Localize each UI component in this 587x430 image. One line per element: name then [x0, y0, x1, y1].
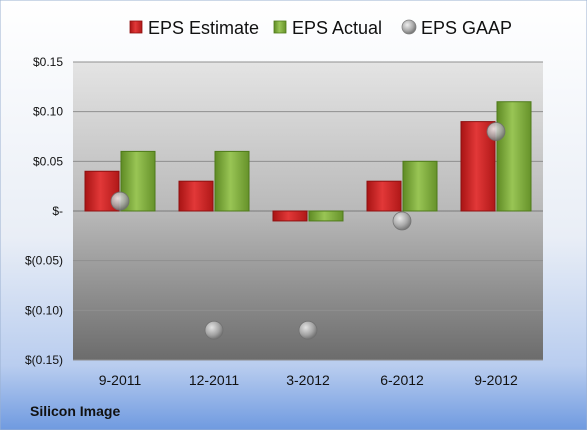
y-tick-label: $0.05: [33, 154, 63, 168]
y-tick-label: $0.10: [33, 105, 63, 119]
company-name: Silicon Image: [30, 403, 120, 419]
y-tick-label: $(0.15): [25, 353, 63, 367]
eps-actual-bar: [214, 150, 250, 212]
legend-eps-estimate-swatch: [129, 20, 143, 34]
legend-eps-gaap-label: EPS GAAP: [421, 18, 512, 38]
y-tick-label: $(0.10): [25, 303, 63, 317]
y-tick-label: $(0.05): [25, 254, 63, 268]
legend-eps-gaap-swatch: [401, 19, 417, 35]
legend-eps-actual-swatch: [273, 20, 287, 34]
eps-estimate-bar: [366, 180, 402, 212]
x-tick-label: 6-2012: [380, 372, 424, 388]
x-tick-label: 3-2012: [286, 372, 330, 388]
legend-eps-estimate-label: EPS Estimate: [148, 18, 259, 38]
x-tick-label: 9-2012: [474, 372, 518, 388]
x-tick-label: 12-2011: [189, 372, 240, 388]
eps-actual-bar: [120, 150, 156, 212]
eps-gaap-marker: [486, 122, 506, 141]
legend-eps-actual-label: EPS Actual: [292, 18, 382, 38]
eps-gaap-marker: [204, 320, 224, 340]
eps-actual-bar: [496, 101, 532, 212]
eps-actual-bar: [308, 210, 344, 222]
y-tick-label: $-: [52, 204, 63, 218]
eps-estimate-bar: [178, 180, 214, 212]
eps-estimate-bar: [272, 210, 308, 222]
eps-gaap-marker: [110, 191, 130, 211]
eps-gaap-marker: [392, 211, 412, 231]
x-tick-label: 9-2011: [99, 372, 142, 388]
eps-actual-bar: [402, 160, 438, 212]
eps-gaap-marker: [298, 320, 318, 340]
y-tick-label: $0.15: [33, 55, 63, 69]
